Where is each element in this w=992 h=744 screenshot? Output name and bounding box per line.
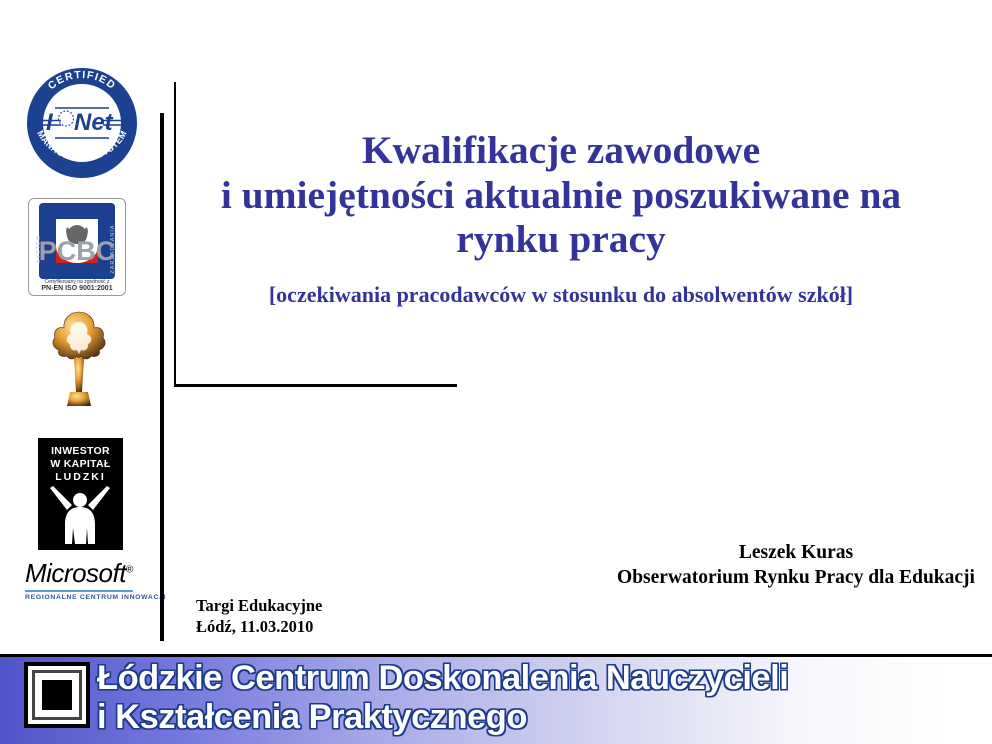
svg-text:Net: Net	[74, 109, 114, 136]
svg-text:PCBC: PCBC	[39, 236, 116, 266]
svg-text:PN-EN ISO 9001:2001: PN-EN ISO 9001:2001	[41, 285, 112, 292]
